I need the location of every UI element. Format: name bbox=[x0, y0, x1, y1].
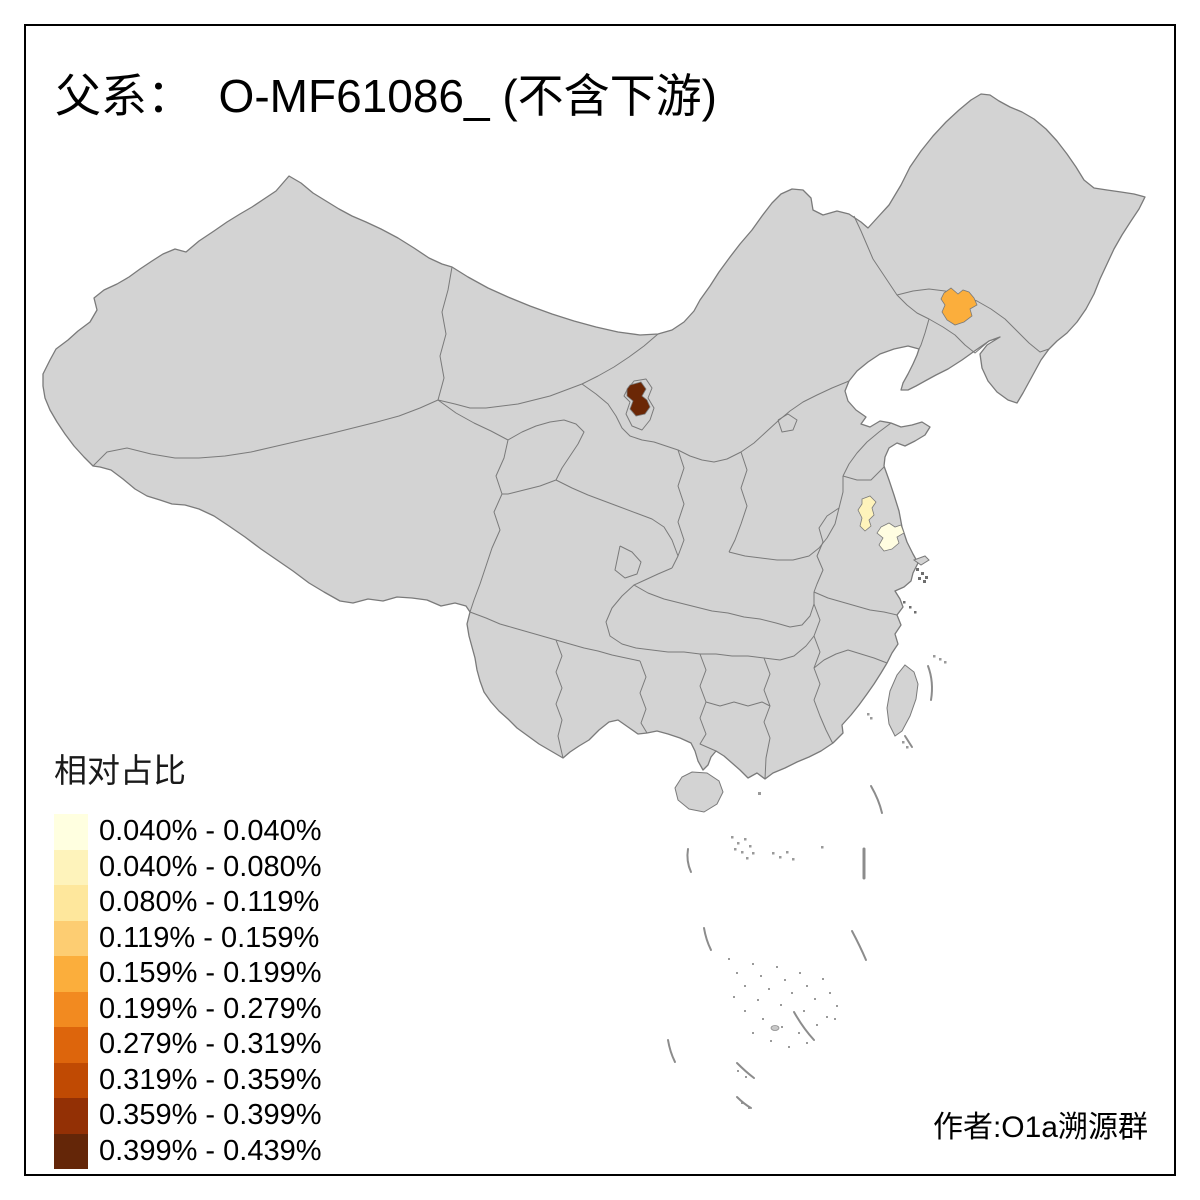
legend-swatch bbox=[54, 849, 88, 885]
mainland-outline bbox=[42, 93, 1146, 780]
legend-label: 0.279% - 0.319% bbox=[99, 1028, 322, 1060]
border-sichuan-north bbox=[555, 479, 679, 557]
coastal-islets bbox=[903, 568, 928, 614]
legend-swatch bbox=[54, 920, 88, 956]
legend-row: 0.040% - 0.080% bbox=[54, 849, 322, 885]
border-xinjiang bbox=[92, 266, 453, 467]
page-title: 父系： O-MF61086_ (不含下游) bbox=[55, 70, 717, 122]
border-shandong-south bbox=[842, 466, 885, 481]
highlight-region-east-lower bbox=[876, 522, 905, 552]
border-ningxia bbox=[623, 378, 655, 431]
legend-row: 0.319% - 0.359% bbox=[54, 1062, 322, 1098]
legend-row: 0.080% - 0.119% bbox=[54, 885, 321, 921]
legend-row: 0.399% - 0.439% bbox=[54, 1133, 322, 1169]
legend-row: 0.279% - 0.319% bbox=[54, 1027, 321, 1063]
highlight-regions bbox=[626, 287, 978, 552]
border-hebei-south bbox=[728, 476, 844, 561]
border-jilin-liaoning bbox=[928, 318, 990, 354]
border-yunnan-east bbox=[555, 639, 564, 759]
legend-row: 0.159% - 0.199% bbox=[54, 956, 321, 992]
legend-label: 0.199% - 0.279% bbox=[99, 992, 322, 1025]
highlight-region-east-upper bbox=[857, 495, 877, 532]
border-guangdong-north bbox=[705, 701, 771, 707]
taiwan-island bbox=[886, 664, 919, 737]
legend-swatch bbox=[54, 885, 88, 921]
legend-label: 0.119% - 0.159% bbox=[99, 921, 320, 954]
south-china-sea-islands bbox=[728, 655, 947, 1109]
border-guizhou-guangxi bbox=[639, 660, 648, 734]
border-shandong-west bbox=[842, 422, 892, 477]
highlight-region-northeast bbox=[940, 287, 978, 326]
legend-label: 0.319% - 0.359% bbox=[99, 1063, 322, 1096]
legend-row: 0.119% - 0.159% bbox=[54, 920, 321, 956]
legend-swatch bbox=[54, 1133, 88, 1169]
province-borders bbox=[92, 215, 1050, 780]
border-qinghai bbox=[502, 419, 585, 495]
border-anhui-zhejiang-jiangxi bbox=[813, 603, 834, 744]
border-jiangsu-west bbox=[813, 507, 840, 593]
border-hunan-guangxi bbox=[699, 653, 717, 752]
border-henan bbox=[633, 567, 815, 628]
border-heilongjiang-jilin bbox=[896, 288, 1050, 353]
legend-label: 0.040% - 0.080% bbox=[99, 850, 322, 883]
border-zhejiang-fujian bbox=[813, 649, 888, 669]
legend-swatch bbox=[54, 991, 88, 1027]
islands bbox=[674, 555, 930, 813]
legend-label: 0.040% - 0.040% bbox=[99, 815, 322, 847]
legend-swatch bbox=[54, 1062, 88, 1098]
legend-rows: 0.040% - 0.040% 0.040% - 0.080% 0.080% -… bbox=[54, 814, 321, 1169]
legend-label: 0.080% - 0.119% bbox=[99, 886, 320, 918]
legend-row: 0.040% - 0.040% bbox=[54, 814, 321, 850]
legend-swatch bbox=[54, 1098, 88, 1134]
border-jiangsu-south bbox=[813, 591, 898, 616]
hainan-island bbox=[674, 771, 724, 813]
legend-row: 0.359% - 0.399% bbox=[54, 1098, 321, 1134]
author-credit: 作者:O1a溯源群 bbox=[932, 1111, 1148, 1144]
border-innermongolia-south bbox=[581, 380, 850, 463]
legend-swatch bbox=[54, 1027, 88, 1063]
border-chongqing bbox=[614, 545, 642, 579]
border-hubei bbox=[605, 584, 815, 661]
border-gansu-innermongolia bbox=[437, 333, 659, 409]
legend-row: 0.199% - 0.279% bbox=[54, 991, 322, 1027]
highlight-region-north-central bbox=[626, 381, 651, 417]
plot-frame bbox=[24, 24, 1176, 1176]
border-shanxi-shaanxi bbox=[671, 449, 685, 569]
legend: 相对占比 0.040% - 0.040% 0.040% - 0.080% 0.0… bbox=[54, 744, 321, 1169]
legend-label: 0.359% - 0.399% bbox=[99, 1099, 322, 1131]
border-shanxi-hebei bbox=[728, 451, 748, 553]
legend-swatch bbox=[54, 956, 88, 992]
legend-label: 0.159% - 0.199% bbox=[99, 957, 322, 989]
legend-swatch bbox=[54, 814, 88, 850]
legend-label: 0.399% - 0.439% bbox=[99, 1134, 322, 1167]
sea-boundary-dashes bbox=[667, 665, 933, 1109]
border-beijing bbox=[777, 413, 798, 433]
mainland-china bbox=[42, 93, 1146, 780]
chongming-island bbox=[912, 555, 930, 566]
border-hunan-jiangxi bbox=[763, 657, 771, 780]
legend-title: 相对占比 bbox=[54, 752, 186, 789]
